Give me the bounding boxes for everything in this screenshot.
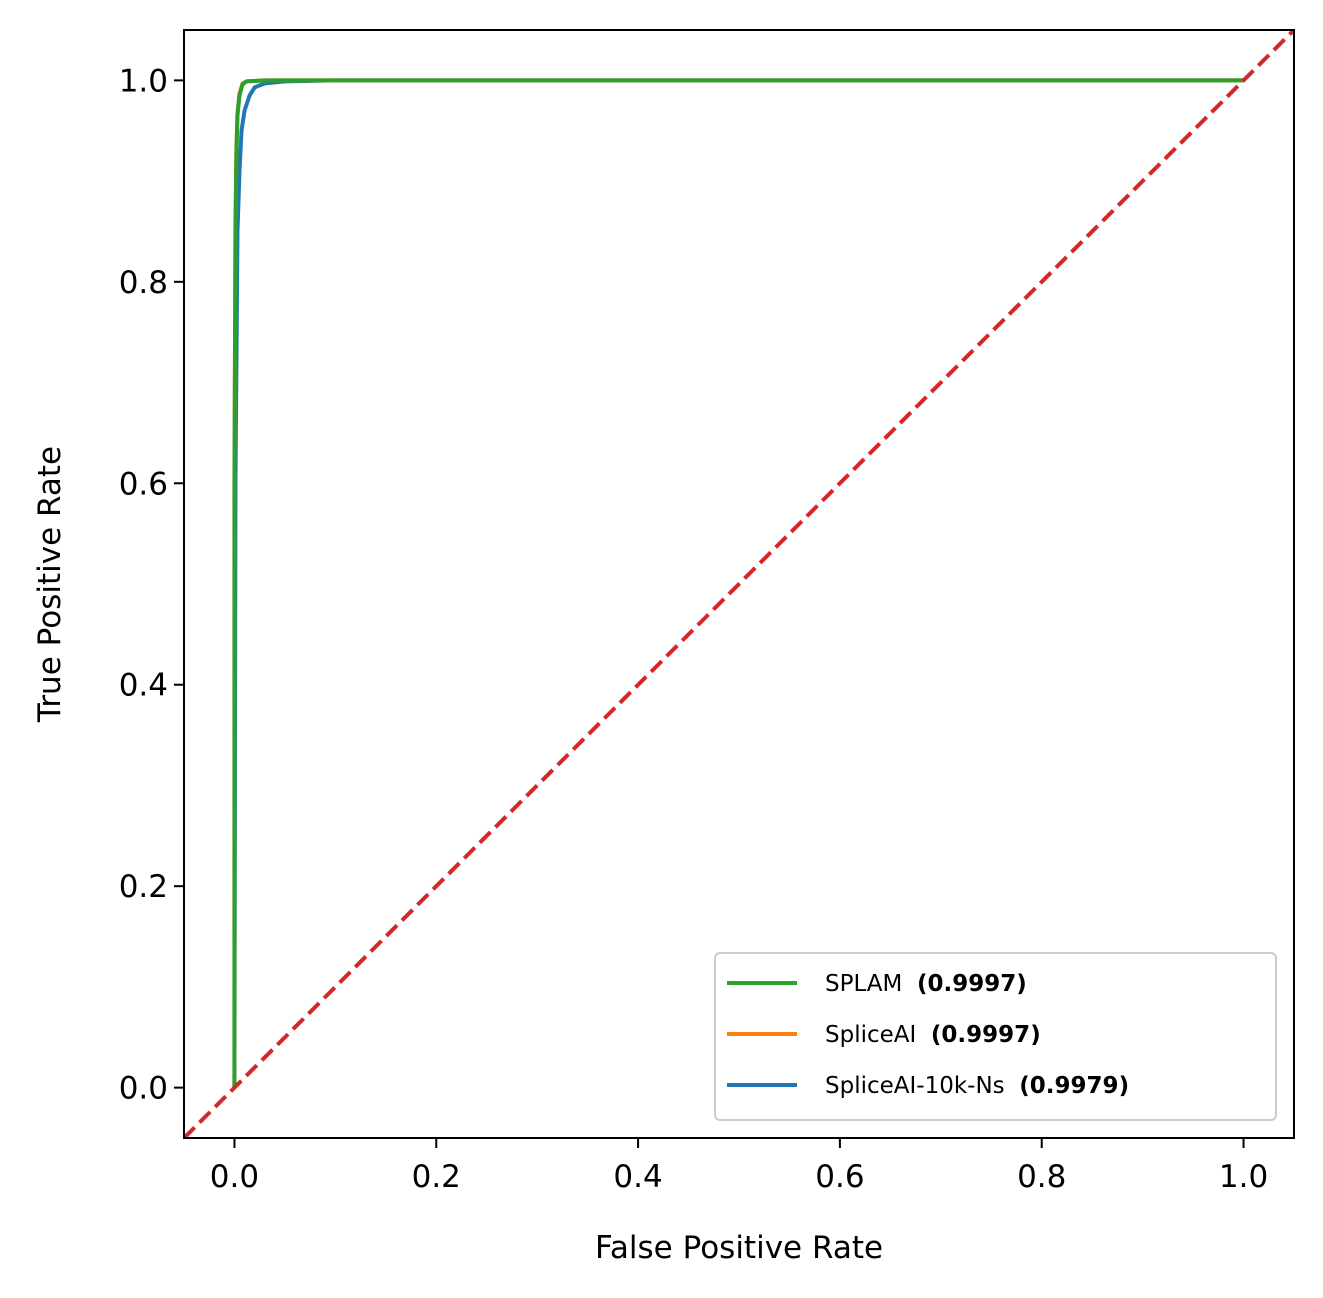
reference-diagonal-line	[184, 30, 1294, 1138]
series-line-splam	[232, 78, 1246, 1090]
y-tick-label: 0.4	[119, 668, 168, 704]
x-tick-label: 0.6	[815, 1159, 864, 1195]
legend-box	[714, 952, 1277, 1121]
x-tick-label: 0.2	[412, 1159, 461, 1195]
legend-auc-splam: (0.9997)	[917, 971, 1027, 997]
y-tick-label: 1.0	[119, 63, 168, 99]
x-tick-label: 1.0	[1219, 1159, 1268, 1195]
y-tick-label: 0.6	[119, 466, 168, 502]
x-tick-label: 0.0	[210, 1159, 259, 1195]
legend-label-splam: SPLAM (0.9997)	[825, 971, 1027, 997]
y-axis-label: True Positive Rate	[32, 446, 68, 723]
y-tick-label: 0.2	[119, 869, 168, 905]
legend-label-spliceai-10k-ns: SpliceAI-10k-Ns (0.9979)	[825, 1073, 1129, 1099]
x-tick-label: 0.8	[1017, 1159, 1066, 1195]
legend-label-spliceai: SpliceAI (0.9997)	[825, 1022, 1041, 1048]
x-axis-label: False Positive Rate	[595, 1230, 883, 1266]
x-tick-label: 0.4	[613, 1159, 662, 1195]
y-tick-label: 0.0	[119, 1071, 168, 1107]
y-tick-label: 0.8	[119, 265, 168, 301]
legend-auc-spliceai: (0.9997)	[931, 1022, 1041, 1048]
legend-auc-spliceai-10k-ns: (0.9979)	[1019, 1073, 1129, 1099]
x-axis: 0.0 0.2 0.4 0.6 0.8 1.0	[210, 1138, 1268, 1195]
plot-frame	[183, 29, 1295, 1139]
series-layer	[184, 30, 1294, 1138]
y-axis: 0.0 0.2 0.4 0.6 0.8 1.0	[119, 63, 184, 1107]
legend: SPLAM (0.9997) SpliceAI (0.9997) SpliceAI-…	[714, 952, 1277, 1121]
